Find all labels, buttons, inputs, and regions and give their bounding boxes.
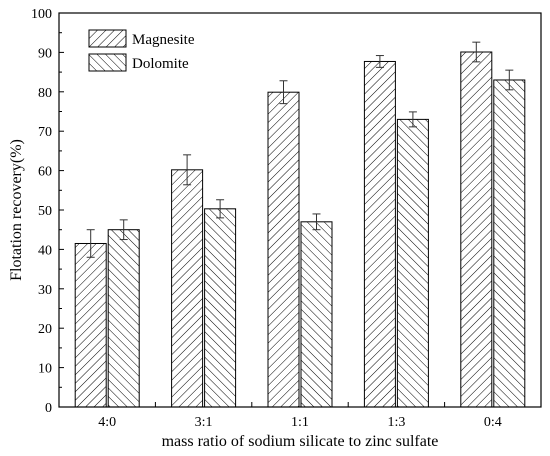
y-axis-title: Flotation recovery(%): [8, 139, 25, 281]
bar-magnesite-1: [74, 242, 107, 408]
y-tick-label: 90: [38, 46, 52, 61]
y-tick-label: 50: [38, 204, 52, 219]
legend-label-magnesite: Magnesite: [132, 32, 195, 48]
x-tick-label: 1:3: [387, 415, 405, 430]
bar-magnesite-5: [460, 51, 493, 408]
legend-swatch-magnesite: [88, 29, 127, 48]
y-axis: 0 10 20 30 40 50 60 70 80 90 100: [31, 7, 64, 416]
y-tick-label: 10: [38, 362, 52, 377]
error-bars-layer: [86, 41, 514, 258]
legend: Magnesite Dolomite: [88, 29, 195, 72]
x-tick-label: 0:4: [484, 415, 502, 430]
legend-label-dolomite: Dolomite: [132, 56, 189, 72]
x-tick-label: 1:1: [291, 415, 309, 430]
bar-magnesite-4: [363, 60, 396, 408]
x-tick-label: 4:0: [98, 415, 116, 430]
bar-dolomite-4: [396, 118, 429, 408]
x-axis: 4:0 3:1 1:1 1:3 0:4: [58, 402, 542, 430]
bars-layer: [74, 51, 526, 408]
bar-dolomite-3: [300, 221, 333, 408]
y-tick-label: 0: [45, 401, 52, 416]
legend-swatch-dolomite: [88, 53, 127, 72]
bar-magnesite-3: [267, 91, 300, 408]
x-axis-title: mass ratio of sodium silicate to zinc su…: [162, 433, 439, 450]
bar-magnesite-2: [171, 169, 204, 408]
bar-dolomite-1: [107, 229, 140, 408]
y-tick-label: 20: [38, 322, 52, 337]
y-tick-label: 60: [38, 165, 52, 180]
y-tick-label: 80: [38, 86, 52, 101]
bar-dolomite-5: [493, 79, 526, 408]
y-tick-label: 100: [31, 7, 52, 22]
y-tick-label: 40: [38, 243, 52, 258]
bar-dolomite-2: [204, 208, 237, 408]
y-tick-label: 30: [38, 283, 52, 298]
y-tick-label: 70: [38, 125, 52, 140]
x-tick-label: 3:1: [195, 415, 213, 430]
